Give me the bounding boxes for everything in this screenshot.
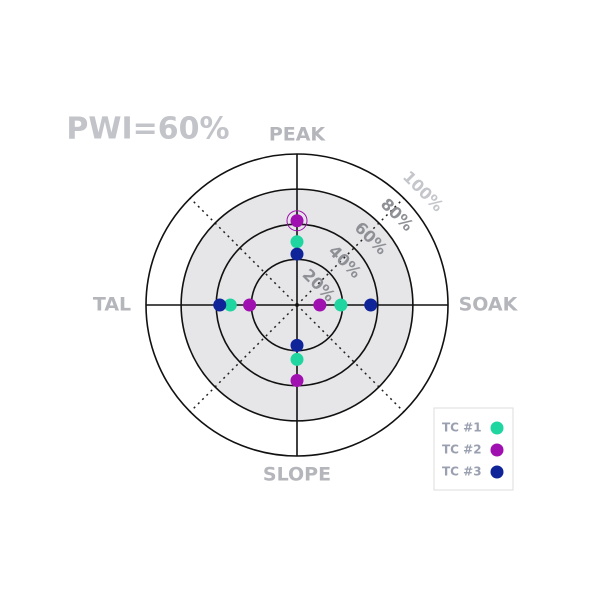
legend-marker: [490, 421, 504, 435]
legend-label: TC #1: [442, 421, 482, 435]
diagonal: [296, 304, 405, 413]
axis-label: SLOPE: [263, 464, 331, 486]
chart-title: PWI=60%: [66, 112, 229, 147]
legend-marker: [490, 443, 504, 457]
legend-label: TC #3: [442, 465, 482, 479]
data-point: [290, 338, 304, 352]
data-point: [290, 374, 304, 387]
ring-label: 100%: [399, 167, 447, 215]
data-point: [243, 298, 257, 312]
data-point: [223, 298, 237, 312]
legend-marker: [490, 465, 504, 479]
data-point: [313, 298, 327, 312]
diagonal: [189, 197, 298, 306]
data-point: [290, 247, 304, 261]
axis-label: TAL: [93, 294, 131, 316]
data-point: [290, 214, 304, 228]
data-point: [213, 298, 227, 312]
axis-label: PEAK: [269, 124, 327, 146]
highlight: [286, 210, 308, 232]
diagonal: [296, 197, 405, 306]
data-point: [334, 298, 348, 312]
data-point: [290, 352, 304, 366]
legend-label: TC #2: [442, 443, 482, 457]
data-point: [364, 298, 378, 312]
diagonal: [189, 304, 298, 413]
data-point: [290, 235, 304, 249]
axis-label: SOAK: [459, 294, 519, 316]
